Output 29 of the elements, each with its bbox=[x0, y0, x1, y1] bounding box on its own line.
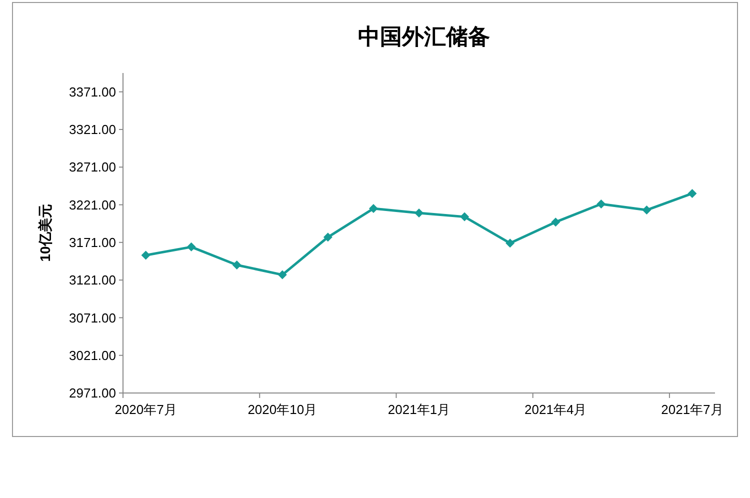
y-axis-title: 10亿美元 bbox=[37, 204, 53, 262]
x-tick-label: 2021年7月 bbox=[661, 402, 724, 417]
y-tick-label: 3121.00 bbox=[69, 272, 116, 288]
x-tick-label: 2020年7月 bbox=[114, 402, 177, 417]
point bbox=[414, 208, 424, 218]
point bbox=[506, 238, 515, 248]
y-tick-label: 3021.00 bbox=[69, 348, 116, 363]
x-tick-label: 2020年10月 bbox=[248, 402, 318, 417]
point bbox=[141, 250, 150, 260]
point bbox=[551, 218, 560, 227]
point bbox=[232, 260, 242, 270]
point bbox=[642, 206, 652, 215]
chart-title: 中国外汇储备 bbox=[358, 24, 490, 49]
y-tick-label: 3221.00 bbox=[69, 197, 116, 212]
point bbox=[278, 270, 287, 280]
point bbox=[323, 232, 332, 242]
y-tick-label: 2971.00 bbox=[69, 386, 116, 401]
x-tick-label: 2021年1月 bbox=[388, 402, 450, 417]
point bbox=[688, 188, 697, 198]
y-tick-label: 3171.00 bbox=[69, 234, 116, 250]
x-tick-label: 2021年4月 bbox=[524, 402, 587, 417]
point bbox=[460, 212, 470, 222]
point bbox=[186, 242, 196, 252]
point bbox=[368, 204, 378, 214]
y-tick-label: 3371.00 bbox=[69, 84, 116, 100]
y-tick-label: 3321.00 bbox=[69, 122, 116, 138]
y-tick-label: 3071.00 bbox=[69, 310, 116, 326]
point bbox=[596, 200, 606, 209]
y-tick-label: 3271.00 bbox=[69, 160, 116, 175]
